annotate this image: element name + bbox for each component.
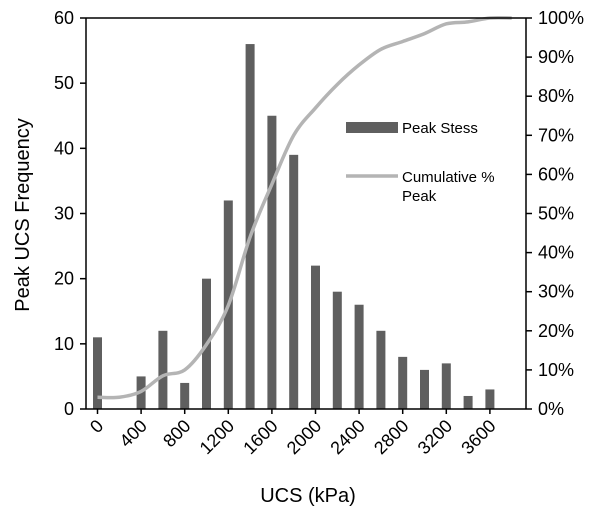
x-axis-ticks: 0 400 800 1200 1600 2000 2400 2800 3200 3600: [86, 409, 500, 458]
right-tick-label: 70%: [538, 125, 574, 145]
legend-swatch-bar: [346, 122, 398, 133]
x-tick-label: 3600: [457, 416, 499, 458]
right-tick-label: 80%: [538, 86, 574, 106]
bar-2600: [376, 330, 386, 409]
right-tick-label: 60%: [538, 164, 574, 184]
bar-3600: [485, 389, 495, 409]
x-tick-label: 3200: [414, 416, 456, 458]
x-axis-title: UCS (kPa): [260, 485, 356, 507]
left-tick-label: 20: [54, 269, 74, 289]
left-tick-label: 60: [54, 8, 74, 28]
x-tick-label: 0: [86, 416, 107, 437]
x-tick-label: 800: [159, 416, 194, 451]
x-tick-label: 1600: [239, 416, 281, 458]
bar-2400: [354, 304, 364, 409]
bar-2200: [332, 291, 342, 409]
bar-1800: [289, 154, 299, 409]
left-tick-label: 10: [54, 334, 74, 354]
x-tick-label: 2400: [326, 416, 368, 458]
bars-layer: [93, 44, 495, 410]
bar-800: [180, 382, 190, 409]
left-tick-label: 0: [64, 399, 74, 419]
right-tick-label: 0%: [538, 399, 564, 419]
right-axis-ticks: 0% 10% 20% 30% 40% 50% 60% 70% 80% 90% 100%: [526, 8, 584, 419]
legend-label-line: Peak: [402, 188, 437, 205]
left-tick-label: 50: [54, 73, 74, 93]
bar-3400: [463, 395, 473, 409]
x-tick-label: 1200: [196, 416, 238, 458]
bar-2800: [398, 356, 408, 409]
bar-0: [93, 337, 102, 409]
right-tick-label: 90%: [538, 47, 574, 67]
right-tick-label: 100%: [538, 8, 584, 28]
bar-3200: [441, 363, 451, 409]
left-tick-label: 40: [54, 138, 74, 158]
bar-600: [158, 330, 168, 409]
right-tick-label: 30%: [538, 282, 574, 302]
legend-label-line: Cumulative %: [402, 169, 495, 186]
bar-1400: [245, 44, 255, 410]
right-tick-label: 20%: [538, 321, 574, 341]
legend: Peak Stess Cumulative % Peak: [346, 120, 495, 205]
right-tick-label: 40%: [538, 243, 574, 263]
right-tick-label: 10%: [538, 360, 574, 380]
x-tick-label: 400: [116, 416, 151, 451]
left-axis-ticks: 0 10 20 30 40 50 60: [54, 8, 86, 419]
legend-label-bar: Peak Stess: [402, 120, 478, 137]
bar-1600: [267, 115, 277, 409]
cumulative-line-layer: [97, 15, 512, 400]
y-axis-title: Peak UCS Frequency: [12, 118, 34, 311]
x-tick-label: 2000: [283, 416, 325, 458]
right-tick-label: 50%: [538, 204, 574, 224]
x-tick-label: 2800: [370, 416, 412, 458]
bar-3000: [420, 369, 429, 409]
axes-layer: [85, 17, 527, 410]
bar-2000: [311, 265, 320, 409]
cumulative-line: [97, 15, 512, 400]
left-tick-label: 30: [54, 204, 74, 224]
